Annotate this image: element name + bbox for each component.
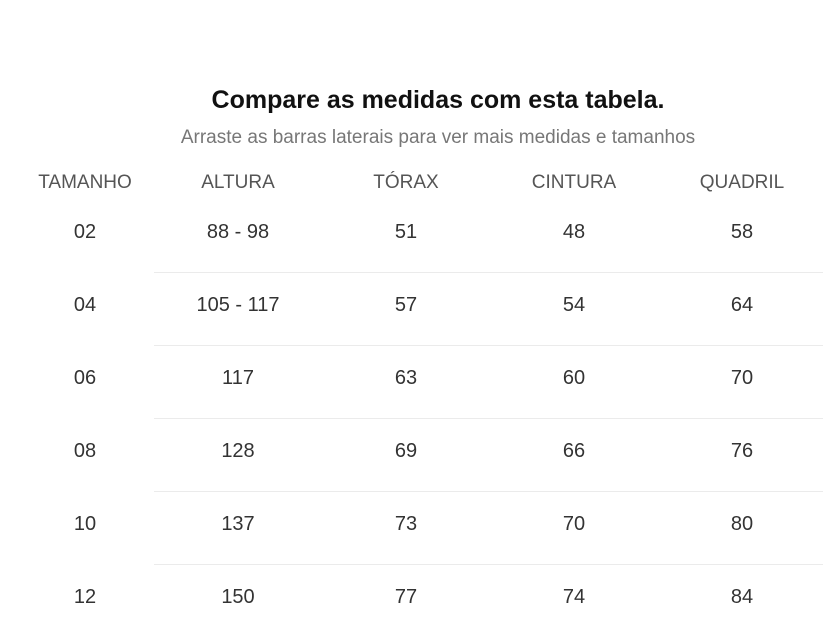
cell-waist: 70: [562, 513, 586, 535]
cell-height: 150: [221, 586, 255, 608]
cell-height: 88 - 98: [206, 221, 270, 243]
row-divider: [154, 564, 823, 565]
cell-size: 04: [73, 294, 97, 316]
table-row: 06 117 63 60 70: [0, 346, 823, 419]
cell-hip: 80: [730, 513, 754, 535]
cell-size: 10: [73, 513, 97, 535]
cell-chest: 69: [394, 440, 418, 462]
cell-chest: 51: [394, 221, 418, 243]
cell-hip: 84: [730, 586, 754, 608]
cell-waist: 48: [562, 221, 586, 243]
column-header-altura: ALTURA: [201, 172, 275, 193]
cell-height: 105 - 117: [196, 294, 280, 316]
cell-height: 137: [221, 513, 255, 535]
cell-height: 128: [221, 440, 255, 462]
cell-size: 08: [73, 440, 97, 462]
cell-size: 02: [73, 221, 97, 243]
cell-chest: 73: [394, 513, 418, 535]
cell-waist: 60: [562, 367, 586, 389]
row-divider: [154, 418, 823, 419]
cell-waist: 54: [562, 294, 586, 316]
table-row: 08 128 69 66 76: [0, 419, 823, 492]
cell-hip: 70: [730, 367, 754, 389]
table-row: 10 137 73 70 80: [0, 492, 823, 565]
cell-chest: 63: [394, 367, 418, 389]
column-header-cintura: CINTURA: [531, 172, 617, 193]
column-header-quadril: QUADRIL: [699, 172, 785, 193]
cell-chest: 57: [394, 294, 418, 316]
row-divider: [154, 491, 823, 492]
row-divider: [154, 272, 823, 273]
page-title: Compare as medidas com esta tabela.: [211, 86, 665, 114]
page-subtitle: Arraste as barras laterais para ver mais…: [180, 127, 696, 148]
cell-hip: 76: [730, 440, 754, 462]
cell-chest: 77: [394, 586, 418, 608]
cell-height: 117: [222, 367, 254, 389]
cell-waist: 66: [562, 440, 586, 462]
column-header-torax: TÓRAX: [373, 172, 439, 193]
size-table: TAMANHO ALTURA TÓRAX CINTURA QUADRIL 02 …: [0, 170, 823, 638]
cell-size: 06: [73, 367, 97, 389]
table-row: 04 105 - 117 57 54 64: [0, 273, 823, 346]
cell-hip: 58: [730, 221, 754, 243]
table-row: 12 150 77 74 84: [0, 565, 823, 638]
table-header-row: TAMANHO ALTURA TÓRAX CINTURA QUADRIL: [0, 170, 823, 200]
row-divider: [154, 345, 823, 346]
table-row: 02 88 - 98 51 48 58: [0, 200, 823, 273]
cell-hip: 64: [730, 294, 754, 316]
cell-size: 12: [73, 586, 97, 608]
cell-waist: 74: [562, 586, 586, 608]
column-header-tamanho: TAMANHO: [38, 172, 132, 193]
